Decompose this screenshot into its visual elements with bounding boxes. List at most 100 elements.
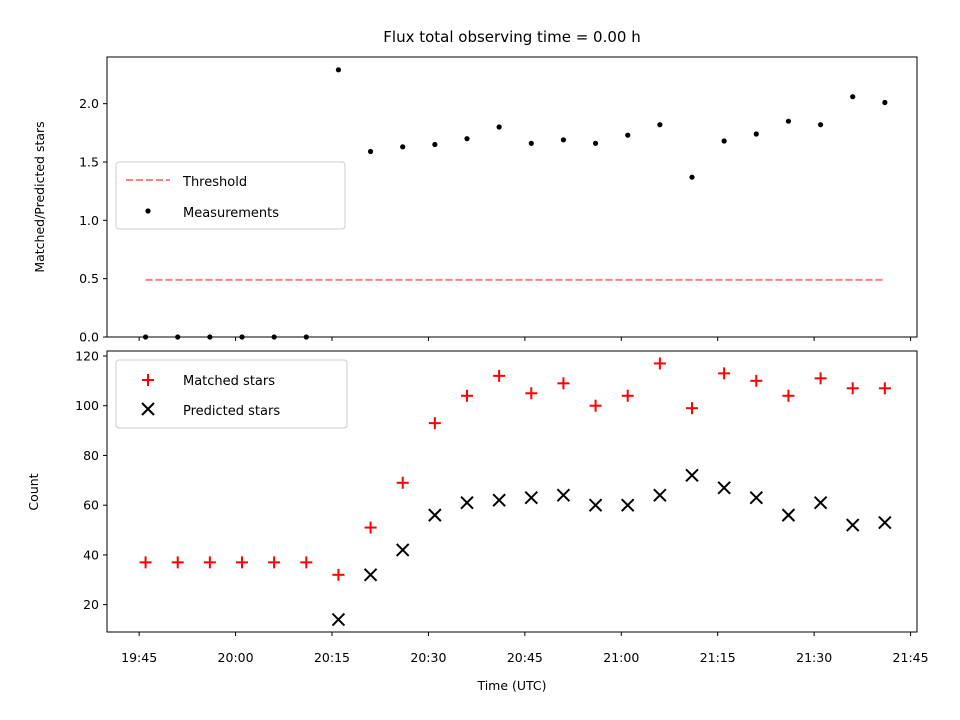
matched-stars-point	[461, 389, 473, 402]
ratio-y-axis-label: Matched/Predicted stars	[32, 121, 47, 272]
predicted-stars-point	[331, 612, 346, 627]
x-tick-label: 20:45	[507, 650, 543, 665]
measurement-point	[625, 132, 631, 138]
matched-legend-label: Matched stars	[183, 374, 275, 389]
measurement-point	[400, 144, 406, 150]
matched-stars-point	[525, 387, 538, 400]
measurement-point	[882, 99, 888, 106]
matched-stars-point	[300, 556, 313, 569]
matched-stars-point	[268, 556, 281, 569]
count-x-axis: 19:45 20:00 20:15 20:30 20:45 21:00 21:15 21:30…	[121, 632, 929, 665]
matched-stars-point	[236, 556, 248, 569]
ratio-panel: 0.00.51.01.52.0 Matched/Predicted stars …	[32, 56, 918, 345]
y-tick-label: 120	[75, 348, 99, 363]
ratio-data	[142, 67, 888, 340]
chart-title: Flux total observing time = 0.00 h	[383, 28, 640, 46]
matched-stars-point	[396, 476, 409, 489]
matched-stars-point	[171, 556, 184, 569]
measurement-point	[432, 141, 438, 148]
measurement-point	[560, 137, 567, 143]
measurement-point	[721, 138, 727, 144]
measurements-legend-label: Measurements	[183, 206, 279, 221]
measurement-point	[207, 334, 213, 340]
y-tick-label: 0.0	[79, 330, 99, 345]
measurement-point	[142, 334, 149, 340]
y-tick-label: 2.0	[79, 96, 99, 111]
predicted-stars-point	[396, 543, 410, 557]
count-data	[139, 357, 892, 627]
count-legend-box	[115, 359, 348, 429]
predicted-stars-point	[878, 515, 892, 530]
x-tick-label: 21:30	[796, 650, 832, 665]
x-tick-label: 20:30	[410, 650, 446, 665]
measurement-point	[175, 334, 181, 340]
matched-stars-point	[139, 556, 152, 569]
ratio-legend: Threshold Measurements	[115, 161, 346, 230]
y-tick-label: 0.5	[79, 271, 99, 286]
matched-stars-point	[203, 556, 216, 569]
measurement-point	[817, 122, 824, 128]
ratio-legend-box	[115, 161, 346, 230]
measurement-point	[239, 334, 245, 340]
matched-stars-point	[750, 374, 763, 387]
measurement-point	[464, 136, 470, 142]
y-tick-label: 100	[75, 398, 99, 413]
matched-stars-point	[653, 357, 666, 370]
measurement-point	[785, 118, 792, 124]
predicted-stars-point	[524, 491, 538, 505]
ratio-x-ticks	[138, 337, 912, 341]
y-tick-label: 60	[83, 498, 99, 513]
predicted-stars-point	[363, 568, 378, 582]
predicted-stars-point	[685, 468, 699, 483]
x-tick-label: 21:45	[893, 650, 929, 665]
y-tick-label: 20	[83, 597, 99, 612]
matched-stars-point	[493, 369, 506, 382]
measurement-point	[335, 67, 342, 73]
count-y-axis: 20 40 60 80 100 120	[75, 348, 107, 612]
x-tick-label: 21:15	[700, 650, 736, 665]
measurements-legend-swatch	[145, 208, 151, 214]
measurement-point	[367, 148, 374, 155]
predicted-stars-point	[492, 493, 506, 507]
measurement-point	[496, 124, 502, 130]
measurement-point	[303, 334, 309, 340]
matched-stars-point	[364, 521, 377, 534]
predicted-stars-point	[621, 498, 635, 512]
measurement-point	[850, 94, 856, 100]
matched-stars-point	[878, 382, 891, 395]
x-tick-label: 20:15	[314, 650, 350, 665]
threshold-legend-label: Threshold	[182, 175, 247, 190]
y-tick-label: 1.0	[79, 213, 99, 228]
predicted-stars-point	[781, 508, 796, 522]
matched-stars-point	[718, 367, 731, 380]
predicted-stars-point	[460, 495, 474, 510]
ratio-plot-frame	[106, 56, 918, 338]
predicted-stars-point	[653, 488, 667, 502]
y-tick-label: 80	[83, 448, 99, 463]
measurement-point	[689, 174, 695, 180]
predicted-legend-swatch	[141, 402, 155, 416]
matched-stars-point	[557, 377, 570, 390]
measurement-point	[592, 140, 599, 146]
matched-stars-point	[782, 389, 795, 402]
count-panel: 20 40 60 80 100 120 19:45 20:00 20:15 20:30 20:45…	[26, 348, 929, 693]
measurement-point	[657, 122, 663, 128]
matched-stars-point	[846, 382, 859, 395]
predicted-stars-point	[846, 518, 860, 532]
predicted-stars-point	[717, 481, 731, 495]
x-tick-label: 21:00	[603, 650, 639, 665]
x-axis-label: Time (UTC)	[476, 678, 546, 693]
y-tick-label: 40	[83, 547, 99, 562]
matched-stars-point	[589, 399, 602, 412]
matched-stars-point	[686, 402, 698, 415]
measurement-point	[753, 131, 759, 137]
matched-stars-point	[621, 389, 634, 402]
measurement-point	[271, 334, 277, 340]
predicted-stars-point	[556, 488, 571, 502]
predicted-stars-point	[749, 491, 763, 505]
ratio-y-axis: 0.0 0.5 1.0 1.5 2.0	[79, 96, 107, 345]
predicted-stars-point	[428, 508, 442, 522]
x-tick-label: 19:45	[121, 650, 157, 665]
count-legend: Matched stars Predicted stars	[115, 359, 348, 429]
measurement-point	[528, 140, 534, 146]
